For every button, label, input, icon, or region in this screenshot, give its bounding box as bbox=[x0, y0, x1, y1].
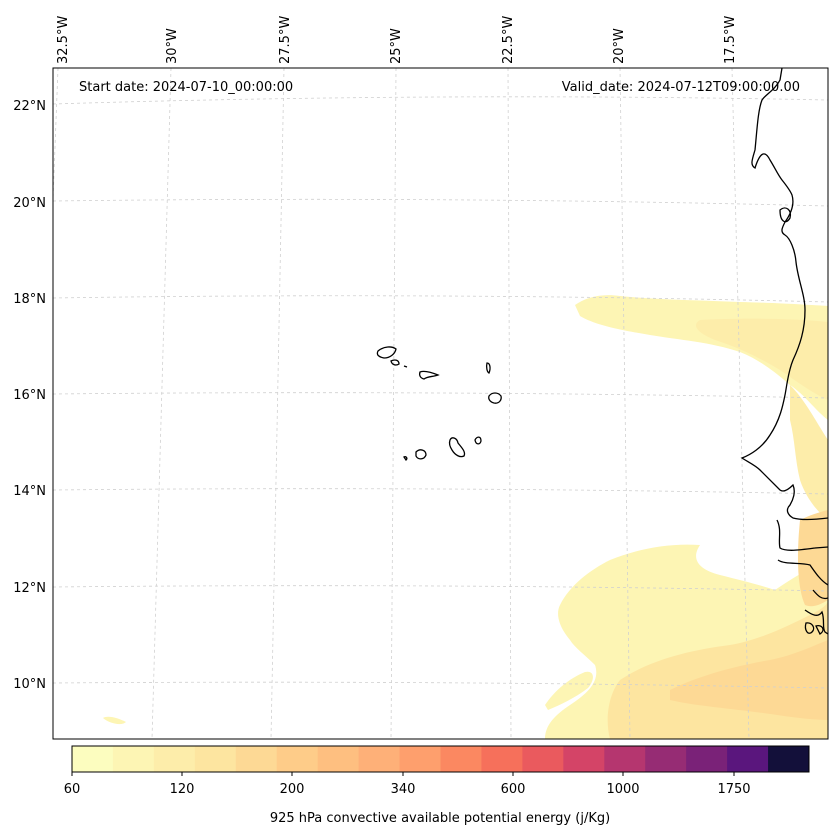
colorbar-segment bbox=[481, 746, 523, 772]
lon-label: 20°W bbox=[612, 28, 627, 64]
bijagos-coast bbox=[812, 589, 828, 600]
lat-label: 16°N bbox=[13, 388, 46, 403]
santiago bbox=[448, 437, 466, 458]
lat-label: 10°N bbox=[13, 677, 46, 692]
lat-label: 20°N bbox=[13, 196, 46, 211]
colorbar-segment bbox=[112, 746, 155, 772]
lon-label: 17.5°W bbox=[723, 16, 738, 64]
colorbar-segment bbox=[194, 746, 237, 772]
colorbar-frame bbox=[71, 745, 810, 773]
valid-date-label: Valid_date: 2024-07-12T09:00:00.00 bbox=[562, 80, 800, 95]
colorbar-segment bbox=[317, 746, 360, 772]
map-frame bbox=[52, 67, 829, 740]
sao-nicolau bbox=[418, 370, 440, 380]
santa-luzia bbox=[403, 365, 408, 368]
lat-label: 22°N bbox=[13, 99, 46, 114]
colorbar bbox=[72, 746, 810, 772]
fogo bbox=[415, 449, 427, 460]
guinea-coast bbox=[804, 609, 828, 635]
colorbar-segment bbox=[358, 746, 401, 772]
colorbar-tick-label: 1750 bbox=[717, 782, 750, 797]
lon-label: 27.5°W bbox=[278, 16, 293, 64]
sal bbox=[485, 362, 491, 374]
colorbar-segment bbox=[645, 746, 687, 772]
lon-label: 32.5°W bbox=[56, 16, 71, 64]
colorbar-segment bbox=[604, 746, 646, 772]
colorbar-segment bbox=[727, 746, 769, 772]
santo-antao bbox=[376, 346, 397, 359]
colorbar-segment bbox=[235, 746, 278, 772]
colorbar-tick-label: 340 bbox=[391, 782, 416, 797]
colorbar-segment bbox=[686, 746, 728, 772]
lon-label: 25°W bbox=[389, 28, 404, 64]
cape-region-south-core bbox=[670, 640, 828, 720]
colorbar-segment bbox=[276, 746, 319, 772]
colorbar-tick-label: 1000 bbox=[606, 782, 639, 797]
gambia-coast bbox=[776, 519, 828, 551]
colorbar-segment bbox=[72, 746, 114, 772]
sao-vicente bbox=[390, 359, 400, 366]
guinea-islands bbox=[804, 622, 815, 634]
cape-region-fragment bbox=[545, 671, 593, 710]
african-coast bbox=[740, 68, 828, 521]
colorbar-tick-label: 200 bbox=[280, 782, 305, 797]
guinea-islands-2 bbox=[815, 624, 824, 635]
brava bbox=[403, 456, 408, 462]
colorbar-ticks bbox=[71, 772, 735, 776]
colorbar-tick-labels: 60 120 200 340 600 1000 1750 bbox=[64, 782, 751, 797]
cape-field bbox=[103, 295, 828, 739]
maio bbox=[474, 436, 482, 445]
cape-region-north-inner bbox=[695, 318, 828, 400]
boa-vista bbox=[488, 392, 502, 404]
gridlines bbox=[53, 68, 828, 739]
colorbar-segment bbox=[768, 746, 810, 772]
latitude-labels: 22°N 20°N 18°N 16°N 14°N 12°N 10°N bbox=[13, 99, 46, 692]
colorbar-segment bbox=[522, 746, 564, 772]
guinea-bissau-coast bbox=[777, 559, 828, 586]
colorbar-segment bbox=[153, 746, 196, 772]
start-date-label: Start date: 2024-07-10_00:00:00 bbox=[79, 80, 293, 95]
cape-verde-islands bbox=[376, 346, 502, 462]
lat-label: 18°N bbox=[13, 292, 46, 307]
colorbar-tick-label: 120 bbox=[170, 782, 195, 797]
lon-label: 30°W bbox=[165, 28, 180, 64]
coastlines bbox=[740, 68, 828, 635]
colorbar-segment bbox=[563, 746, 605, 772]
colorbar-title: 925 hPa convective available potential e… bbox=[270, 811, 610, 826]
longitude-labels: 32.5°W 30°W 27.5°W 25°W 22.5°W 20°W 17.5… bbox=[56, 16, 738, 64]
banc-arguin bbox=[779, 207, 792, 223]
lat-label: 14°N bbox=[13, 484, 46, 499]
cape-region-coastal bbox=[790, 385, 828, 520]
lat-label: 12°N bbox=[13, 581, 46, 596]
colorbar-tick-label: 600 bbox=[501, 782, 526, 797]
cape-region-speck bbox=[103, 716, 126, 725]
colorbar-tick-label: 60 bbox=[64, 782, 81, 797]
colorbar-segment bbox=[440, 746, 482, 772]
colorbar-segment bbox=[399, 746, 441, 772]
cape-region-senegal bbox=[797, 510, 828, 607]
lon-label: 22.5°W bbox=[501, 16, 516, 64]
